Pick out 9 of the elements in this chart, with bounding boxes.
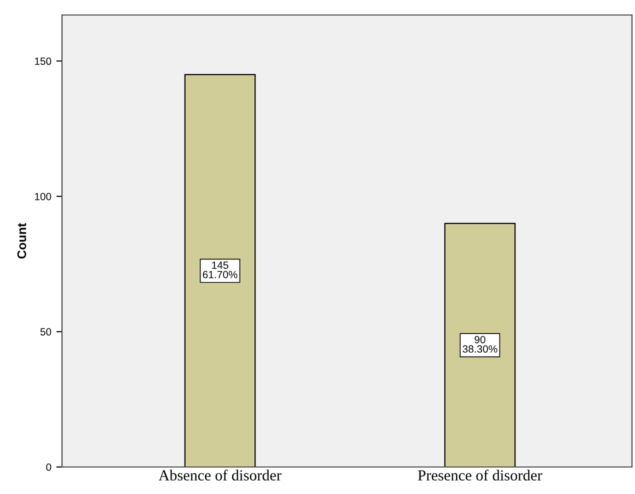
y-tick-label: 100 [35, 192, 52, 200]
x-tick-label: Presence of disorder [418, 470, 542, 481]
x-tick-label: Absence of disorder [158, 470, 282, 481]
y-tick-label: 150 [35, 58, 52, 65]
data-label: 145 61.70% [202, 262, 238, 278]
data-label: 90 38.30% [462, 336, 498, 353]
y-tick-label: 0 [46, 464, 52, 471]
y-tick-label: 50 [40, 328, 52, 336]
y-axis-title: Count [17, 223, 26, 259]
